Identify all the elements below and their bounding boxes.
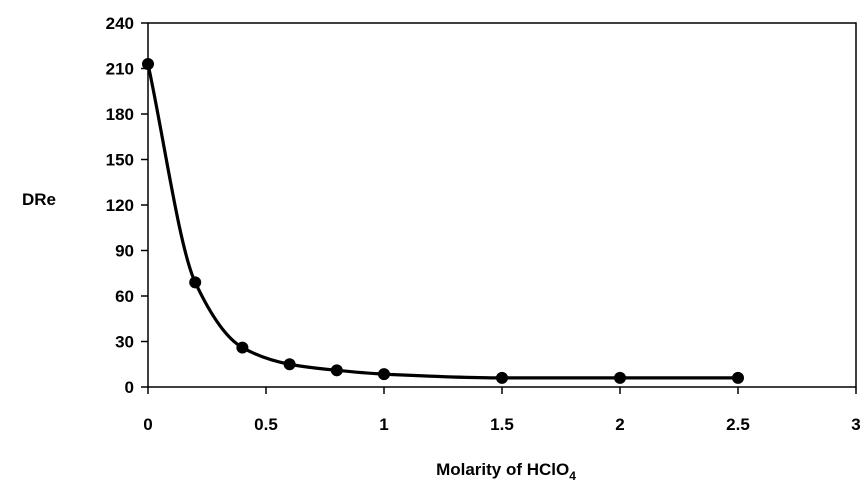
y-tick-label: 150 [106,151,134,170]
x-tick-label: 0.5 [254,415,278,434]
data-point [496,371,508,384]
data-point [732,371,744,384]
series-line [146,62,740,380]
plot-area [147,22,857,388]
x-tick-label: 1.5 [490,415,514,434]
x-tick-label: 2 [615,415,624,434]
y-tick-label: 180 [106,105,134,124]
y-tick-label: 0 [125,378,134,397]
x-axis-title-subscript: 4 [569,469,576,483]
y-tick-label: 240 [106,14,134,33]
data-point [330,364,343,377]
series-layer [146,62,740,380]
x-axis-title-main: Molarity of HClO [436,460,569,479]
x-axis: 0 0.5 1 1.5 2 2.5 3 [143,387,861,434]
y-tick-label: 210 [106,60,134,79]
data-point [142,57,154,70]
y-tick-label: 90 [115,242,134,261]
x-tick-label: 2.5 [726,415,750,434]
x-tick-label: 3 [851,415,860,434]
y-axis-title: DRe [22,190,56,209]
data-point [189,276,202,289]
x-tick-label: 1 [379,415,388,434]
x-axis-title: Molarity of HClO4 [436,460,576,483]
y-tick-label: 60 [115,287,134,306]
marker-layer [142,57,744,384]
data-point [614,371,626,384]
plot-border [147,22,857,388]
data-point [236,341,249,354]
data-point [283,358,296,371]
y-axis: 0 30 60 90 120 150 180 210 240 [106,14,148,397]
y-tick-label: 120 [106,196,134,215]
x-tick-label: 0 [143,415,152,434]
data-point [378,368,390,381]
y-tick-label: 30 [115,333,134,352]
